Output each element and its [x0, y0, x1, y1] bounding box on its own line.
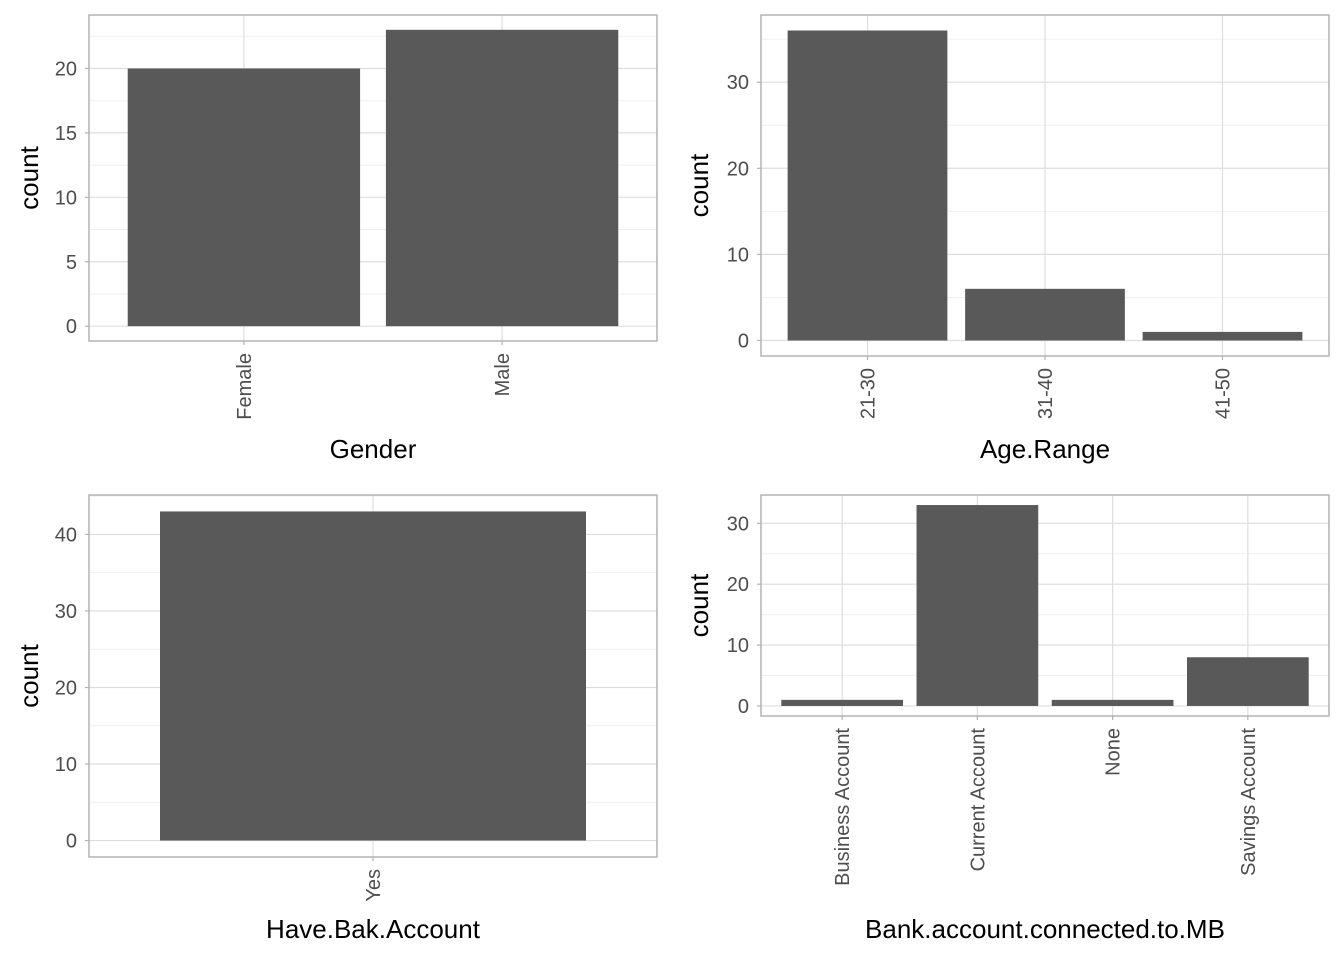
y-tick-label: 30	[55, 601, 77, 623]
y-axis-title: count	[684, 573, 714, 637]
y-tick-label: 0	[66, 831, 77, 853]
y-tick-label: 30	[727, 513, 749, 535]
y-tick-label: 40	[55, 524, 77, 546]
y-tick-label: 5	[66, 252, 77, 274]
x-tick-label: Female	[234, 353, 256, 420]
bar-41-50	[1142, 331, 1303, 341]
x-tick-label: 21-30	[858, 368, 880, 419]
x-tick-label: None	[1103, 728, 1125, 776]
x-tick-label: Yes	[363, 869, 385, 902]
y-tick-label: 10	[55, 187, 77, 209]
chart-panel-1: 0 5 10 15 20 Female Male Gender count	[14, 14, 658, 464]
bar-male	[385, 29, 619, 327]
y-tick-label: 20	[55, 677, 77, 699]
y-tick-label: 10	[55, 754, 77, 776]
bar-savings-account	[1187, 657, 1309, 706]
bar-business-account	[781, 699, 903, 706]
panel-border	[88, 14, 658, 342]
y-tick-label: 20	[55, 58, 77, 80]
y-tick-label: 10	[727, 244, 749, 266]
x-tick-label: Male	[492, 353, 514, 396]
panel-border	[760, 494, 1330, 717]
y-axis-title: count	[684, 153, 714, 217]
x-axis-title: Have.Bak.Account	[266, 914, 481, 944]
bar-none	[1051, 699, 1174, 706]
bar-yes	[160, 511, 586, 841]
x-tick-label: Business Account	[832, 728, 854, 886]
x-axis-title: Bank.account.connected.to.MB	[865, 914, 1225, 944]
bar-21-30	[787, 30, 948, 341]
x-tick-label: Current Account	[967, 728, 989, 872]
y-tick-label: 30	[727, 72, 749, 94]
chart-panel-4: 0 10 20 30 Business Account Current Account No…	[684, 494, 1330, 944]
y-axis-title: count	[14, 145, 44, 209]
y-axis-title: count	[14, 643, 44, 707]
y-tick-label: 0	[66, 316, 77, 338]
x-tick-label: 41-50	[1213, 368, 1235, 419]
y-tick-label: 20	[727, 158, 749, 180]
bar-31-40	[965, 288, 1125, 341]
chart-panel-2: 0 10 20 30 21-30 31-40 41-50 Age.Range count	[684, 14, 1330, 464]
y-tick-label: 0	[738, 331, 749, 353]
x-tick-label: 31-40	[1035, 368, 1057, 419]
x-tick-label: Savings Account	[1238, 728, 1260, 876]
y-tick-label: 15	[55, 123, 77, 145]
chart-panel-3: 0 10 20 30 40 Yes Have.Bak.Account count	[14, 494, 658, 944]
x-axis-title: Age.Range	[980, 434, 1110, 464]
x-axis-title: Gender	[330, 434, 417, 464]
y-tick-label: 20	[727, 574, 749, 596]
y-tick-label: 0	[738, 696, 749, 718]
bar-current-account	[916, 505, 1039, 706]
bar-female	[127, 68, 361, 327]
y-tick-label: 10	[727, 635, 749, 657]
